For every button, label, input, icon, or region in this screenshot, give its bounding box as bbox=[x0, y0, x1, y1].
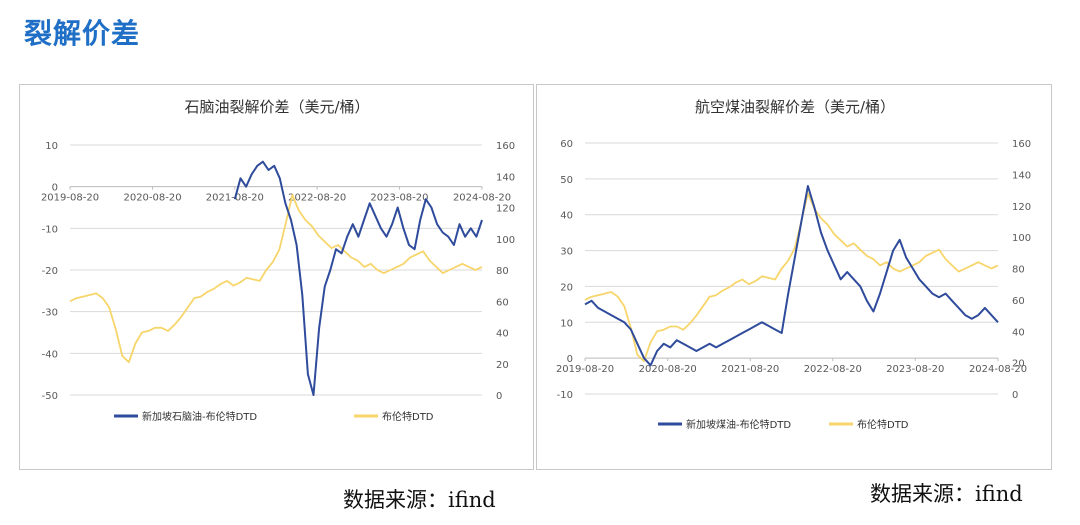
y-right-tick-label: 0 bbox=[1012, 390, 1018, 401]
jet-fuel-crack-spread-chart: 航空煤油裂解价差（美元/桶）6050403020100-101601401201… bbox=[556, 98, 1031, 431]
y-right-tick-label: 20 bbox=[496, 360, 509, 371]
x-tick-label: 2019-08-20 bbox=[41, 193, 99, 204]
y-right-tick-label: 0 bbox=[496, 391, 502, 402]
y-right-tick-label: 120 bbox=[1012, 202, 1031, 213]
y-left-tick-label: -40 bbox=[42, 349, 58, 360]
x-tick-label: 2023-08-20 bbox=[370, 193, 428, 204]
y-right-tick-label: 100 bbox=[496, 235, 515, 246]
y-right-tick-label: 40 bbox=[1012, 327, 1025, 338]
series-line-spread bbox=[584, 185, 999, 367]
y-right-tick-label: 140 bbox=[496, 172, 515, 183]
x-tick-label: 2024-08-20 bbox=[453, 193, 511, 204]
legend-label: 布伦特DTD bbox=[857, 418, 909, 431]
y-left-tick-label: 30 bbox=[560, 247, 573, 258]
y-right-tick-label: 60 bbox=[1012, 296, 1025, 307]
x-tick-label: 2024-08-20 bbox=[969, 364, 1027, 375]
y-left-tick-label: 50 bbox=[560, 175, 573, 186]
x-tick-label: 2022-08-20 bbox=[288, 193, 346, 204]
chart-title: 石脑油裂解价差（美元/桶） bbox=[184, 98, 369, 116]
y-left-tick-label: 10 bbox=[45, 141, 58, 152]
legend-label: 布伦特DTD bbox=[382, 410, 434, 423]
y-left-tick-label: 0 bbox=[52, 183, 58, 194]
y-left-tick-label: 20 bbox=[560, 282, 573, 293]
y-left-tick-label: -10 bbox=[42, 224, 58, 235]
y-left-tick-label: -30 bbox=[42, 308, 58, 319]
y-right-tick-label: 100 bbox=[1012, 233, 1031, 244]
y-right-tick-label: 120 bbox=[496, 204, 515, 215]
naphtha-crack-spread-chart: 石脑油裂解价差（美元/桶）100-10-20-30-40-50160140120… bbox=[41, 98, 515, 423]
y-right-tick-label: 160 bbox=[496, 141, 515, 152]
x-tick-label: 2020-08-20 bbox=[639, 364, 697, 375]
y-right-tick-label: 60 bbox=[496, 297, 509, 308]
y-right-tick-label: 20 bbox=[1012, 359, 1025, 370]
x-tick-label: 2022-08-20 bbox=[804, 364, 862, 375]
y-left-tick-label: 60 bbox=[560, 139, 573, 150]
series-line-spread bbox=[233, 160, 483, 396]
naphtha-crack-spread-chart-panel: 石脑油裂解价差（美元/桶） 10 0 -10 -20 -30 -40 -50 160 140 120… bbox=[19, 84, 534, 470]
source-note-right: 数据来源：ifind bbox=[870, 482, 1023, 506]
series-line-brent bbox=[69, 194, 483, 364]
x-tick-label: 2020-08-20 bbox=[123, 193, 181, 204]
y-right-tick-label: 80 bbox=[496, 266, 509, 277]
y-left-tick-label: 10 bbox=[560, 318, 573, 329]
jet-fuel-crack-spread-chart-panel: 航空煤油裂解价差（美元/桶） 60 50 40 30 20 10 0 -10 160 140 120 1… bbox=[536, 84, 1052, 470]
source-note-left: 数据来源：ifind bbox=[343, 488, 496, 512]
y-left-tick-label: 40 bbox=[560, 211, 573, 222]
y-left-tick-label: 0 bbox=[567, 354, 573, 365]
y-right-tick-label: 80 bbox=[1012, 265, 1025, 276]
x-tick-label: 2023-08-20 bbox=[886, 364, 944, 375]
y-left-tick-label: -10 bbox=[557, 390, 573, 401]
y-right-tick-label: 40 bbox=[496, 329, 509, 340]
y-left-tick-label: -20 bbox=[42, 266, 58, 277]
legend-label: 新加坡石脑油-布伦特DTD bbox=[142, 410, 257, 423]
legend-label: 新加坡煤油-布伦特DTD bbox=[686, 418, 791, 431]
y-right-tick-label: 140 bbox=[1012, 170, 1031, 181]
y-left-tick-label: -50 bbox=[42, 391, 58, 402]
y-right-tick-label: 160 bbox=[1012, 139, 1031, 150]
series-line-brent bbox=[584, 192, 999, 362]
page-title: 裂解价差 bbox=[24, 17, 141, 50]
chart-title: 航空煤油裂解价差（美元/桶） bbox=[695, 98, 895, 116]
x-tick-label: 2021-08-20 bbox=[721, 364, 779, 375]
x-tick-label: 2019-08-20 bbox=[556, 364, 614, 375]
